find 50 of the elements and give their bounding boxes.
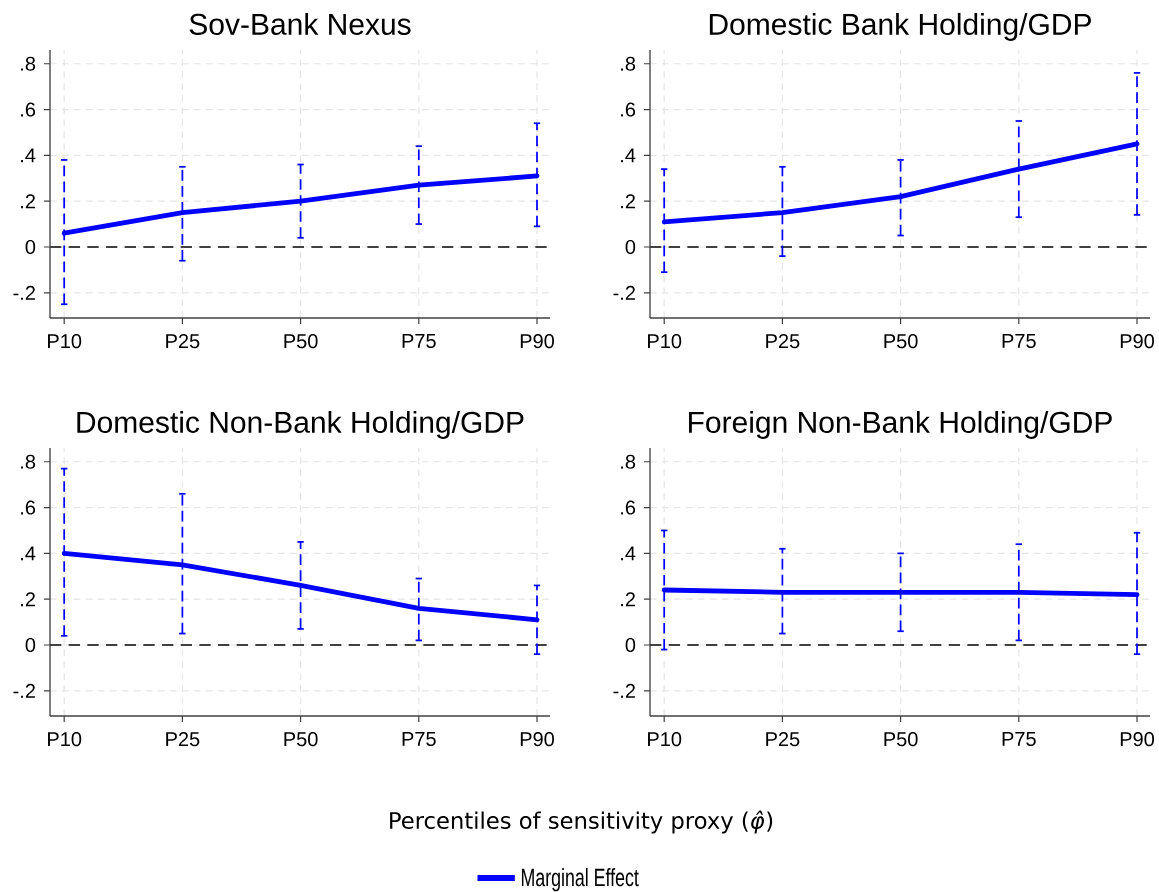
- y-tick-label: .2: [621, 194, 635, 209]
- y-tick-label: .2: [21, 194, 35, 209]
- x-tick-label: P90: [520, 732, 554, 747]
- legend-label: Marginal Effect: [521, 867, 639, 892]
- y-tick-label: .8: [21, 56, 36, 71]
- y-tick-label: 0: [625, 239, 636, 255]
- y-tick-label: .4: [21, 546, 36, 561]
- x-tick-label: P75: [402, 732, 436, 746]
- y-tick-label: .4: [621, 546, 636, 561]
- x-tick-label: P90: [1120, 732, 1155, 747]
- y-tick-label: .8: [621, 56, 636, 71]
- chart-title: Sov-Bank Nexus: [189, 12, 411, 35]
- x-tick-label: P10: [648, 334, 682, 349]
- y-tick-label: .6: [21, 102, 36, 117]
- y-tick-label: -.2: [613, 285, 635, 300]
- x-tick-label: P90: [520, 334, 554, 349]
- x-tick-label: P90: [1120, 334, 1155, 349]
- y-tick-label: .6: [621, 102, 636, 117]
- y-tick-label: 0: [625, 637, 636, 653]
- y-tick-label: .4: [21, 148, 36, 163]
- y-tick-label: 0: [25, 239, 36, 255]
- x-tick-label: P25: [766, 334, 800, 349]
- x-tick-label: P10: [48, 334, 82, 349]
- y-tick-label: .6: [621, 500, 636, 515]
- y-tick-label: .6: [21, 500, 36, 515]
- y-tick-label: .8: [621, 454, 636, 469]
- x-tick-label: P50: [884, 732, 918, 747]
- y-tick-label: .4: [621, 148, 636, 163]
- chart-title: Domestic Bank Holding/GDP: [709, 12, 1091, 41]
- x-tick-label: P25: [766, 732, 800, 747]
- y-tick-label: -.2: [613, 683, 635, 698]
- y-tick-label: .2: [21, 592, 35, 607]
- x-axis-title: Percentiles of sensitivity proxy (φ̂): [390, 810, 773, 834]
- y-tick-label: -.2: [13, 683, 35, 698]
- y-tick-label: -.2: [13, 285, 35, 300]
- x-tick-label: P75: [1002, 334, 1036, 348]
- x-tick-label: P50: [284, 334, 318, 349]
- x-tick-label: P50: [884, 334, 918, 349]
- y-tick-label: .8: [21, 454, 36, 469]
- x-tick-label: P50: [284, 732, 318, 747]
- chart-title: Foreign Non-Bank Holding/GDP: [689, 410, 1112, 439]
- x-tick-label: P75: [402, 334, 436, 348]
- x-tick-label: P10: [648, 732, 682, 747]
- x-tick-label: P25: [166, 334, 200, 349]
- y-tick-label: .2: [621, 592, 635, 607]
- y-tick-label: 0: [25, 637, 36, 653]
- x-tick-label: P10: [48, 732, 82, 747]
- chart-title: Domestic Non-Bank Holding/GDP: [77, 410, 524, 439]
- x-tick-label: P25: [166, 732, 200, 747]
- x-tick-label: P75: [1002, 732, 1036, 746]
